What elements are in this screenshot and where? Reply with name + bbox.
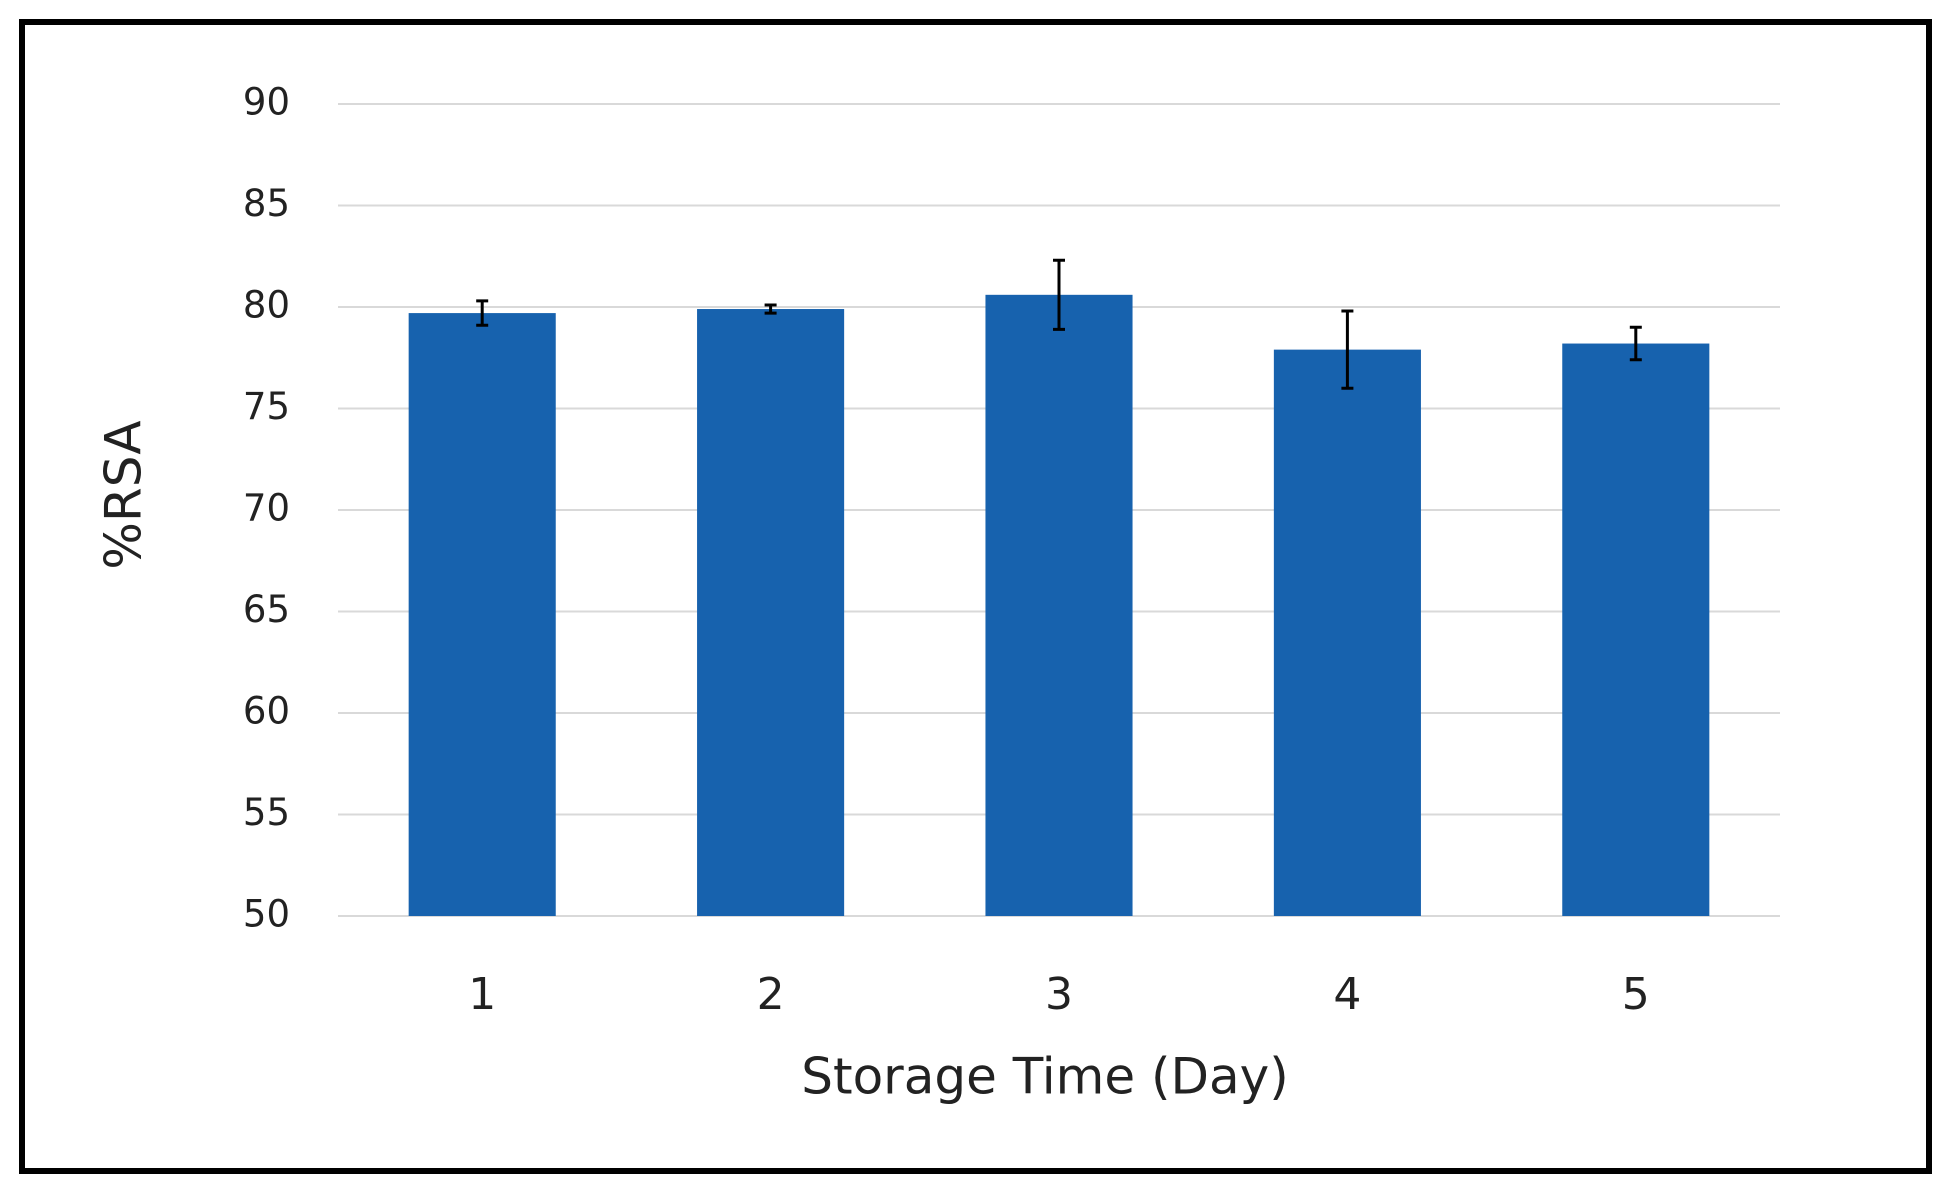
bar [697,309,845,916]
y-tick-label: 85 [243,182,290,225]
y-tick-label: 50 [243,893,290,936]
error-bar [764,303,777,315]
bar [1562,343,1710,916]
x-tick-label: 2 [757,969,785,1020]
x-tick-label: 4 [1333,969,1361,1020]
error-bar [476,299,489,327]
y-tick-label: 90 [243,81,290,124]
x-tick-label: 5 [1622,969,1650,1020]
error-bar [1341,309,1354,390]
bar [408,313,556,917]
y-tick-label: 75 [243,385,290,428]
x-tick-label: 1 [468,969,496,1020]
y-axis-title: %RSA [95,420,153,569]
x-axis-title: Storage Time (Day) [801,1048,1289,1106]
bar [985,294,1133,916]
y-tick-label: 65 [243,588,290,631]
error-bar [1629,325,1642,362]
bar [1273,349,1421,916]
y-tick-label: 55 [243,791,290,834]
y-tick-label: 70 [243,487,290,530]
y-tick-label: 60 [243,690,290,733]
y-tick-label: 80 [243,284,290,327]
x-tick-label: 3 [1045,969,1073,1020]
error-bar [1053,258,1065,331]
